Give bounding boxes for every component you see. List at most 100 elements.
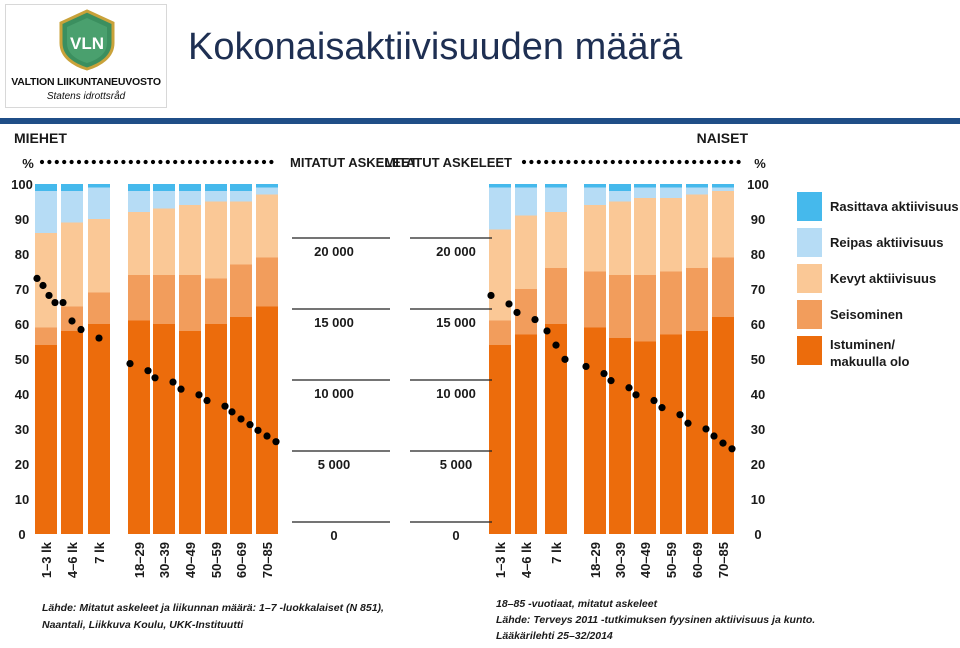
men-ytick-label: 20 xyxy=(15,457,29,472)
men-header-dot xyxy=(195,159,200,165)
women-percent-label: % xyxy=(754,156,766,171)
women-ytick-label: 60 xyxy=(751,317,765,332)
men-bar-segment xyxy=(256,184,278,188)
men-header-dot xyxy=(158,159,163,165)
men-bar-segment xyxy=(35,191,57,233)
men-bar-segment xyxy=(205,278,227,324)
women-header-dot xyxy=(610,159,615,165)
women-header-dot xyxy=(655,159,660,165)
header-band xyxy=(0,118,960,124)
women-bar-segment xyxy=(515,187,537,216)
men-bar-segment xyxy=(205,191,227,202)
men-bar-segment xyxy=(88,219,110,293)
women-header-dot xyxy=(544,159,549,165)
men-steps-dot xyxy=(263,432,271,440)
men-bar-segment xyxy=(35,233,57,328)
men-bar-segment xyxy=(230,317,252,534)
women-category-label: 40–49 xyxy=(638,542,653,578)
legend-label: Reipas aktiivisuus xyxy=(830,235,943,250)
women-header-dot xyxy=(684,159,689,165)
women-steps-tick-label: 5 000 xyxy=(440,457,473,472)
women-steps-dot xyxy=(505,300,513,308)
women-ytick-label: 40 xyxy=(751,387,765,402)
men-header-dot xyxy=(187,159,193,165)
women-bar-segment xyxy=(634,184,656,188)
women-bar-segment xyxy=(634,187,656,198)
men-bar-segment xyxy=(35,184,57,191)
men-steps-dot xyxy=(177,385,185,393)
men-bar-segment xyxy=(88,292,110,324)
legend-swatch xyxy=(797,300,822,329)
logo-mark: VLN xyxy=(70,34,104,53)
men-category-label: 60–69 xyxy=(234,542,249,578)
men-bar-segment xyxy=(153,191,175,209)
women-ytick-label: 80 xyxy=(751,247,765,262)
legend-swatch xyxy=(797,336,822,365)
men-ytick-label: 50 xyxy=(15,352,29,367)
men-ytick-label: 100 xyxy=(11,177,33,192)
women-bar-segment xyxy=(686,331,708,534)
men-percent-label: % xyxy=(22,156,34,171)
women-steps-tick-label: 0 xyxy=(452,528,459,543)
men-bar-segment xyxy=(230,201,252,265)
women-ytick-label: 70 xyxy=(751,282,765,297)
women-steps-tick-label: 10 000 xyxy=(436,386,476,401)
women-bar-segment xyxy=(609,275,631,338)
women-bar-segment xyxy=(584,187,606,205)
men-steps-tick-label: 15 000 xyxy=(314,315,354,330)
women-header-dot xyxy=(529,159,534,165)
women-category-label: 18–29 xyxy=(588,542,603,578)
women-ytick-label: 90 xyxy=(751,212,765,227)
women-header-dot xyxy=(632,159,638,165)
men-bar-segment xyxy=(128,320,150,534)
women-ytick-label: 50 xyxy=(751,352,765,367)
women-bar-segment xyxy=(545,324,567,534)
men-header-dot xyxy=(165,159,170,165)
women-category-label: 30–39 xyxy=(613,542,628,578)
shield-icon: VLN xyxy=(59,9,115,71)
men-steps-dot xyxy=(272,438,280,446)
men-header-dot xyxy=(232,159,237,165)
women-ytick-label: 0 xyxy=(754,527,761,542)
men-header-dot xyxy=(91,159,96,165)
women-header-dot xyxy=(699,159,704,165)
men-bar-segment xyxy=(88,184,110,188)
men-bar-segment xyxy=(128,212,150,275)
men-category-label: 1–3 lk xyxy=(39,541,54,578)
men-header-dot xyxy=(76,159,82,165)
women-steps-dot xyxy=(600,369,608,378)
women-bar-segment xyxy=(712,184,734,188)
women-bar-segment xyxy=(660,187,682,198)
women-bar-segment xyxy=(634,275,656,342)
men-header-dot xyxy=(84,159,89,165)
women-steps-dot xyxy=(702,425,710,433)
women-bar-segment xyxy=(712,257,734,317)
men-category-label: 70–85 xyxy=(260,542,275,578)
men-header-dot xyxy=(217,159,222,165)
men-bar-segment xyxy=(61,191,83,223)
women-steps-dot xyxy=(658,404,666,412)
women-bar-segment xyxy=(545,187,567,212)
men-bar-segment xyxy=(35,345,57,534)
men-ytick-label: 40 xyxy=(15,387,29,402)
women-header-dot xyxy=(573,159,578,165)
men-header-dot xyxy=(54,159,59,165)
women-steps-dot xyxy=(543,327,551,335)
women-header-dot xyxy=(729,159,734,165)
legend-label: makuulla olo xyxy=(830,354,910,369)
men-steps-dot xyxy=(246,421,254,429)
men-bar-segment xyxy=(179,191,201,205)
women-steps-dot xyxy=(676,411,684,419)
women-steps-tick-label: 20 000 xyxy=(436,244,476,259)
women-bar-segment xyxy=(584,327,606,534)
women-header-dot xyxy=(558,159,564,165)
legend-label: Rasittava aktiivisuus xyxy=(830,199,959,214)
women-header-dot xyxy=(736,159,741,165)
women-bar-segment xyxy=(712,191,734,258)
women-bar-segment xyxy=(609,201,631,275)
men-header-dot xyxy=(173,159,178,165)
men-bar-segment xyxy=(61,331,83,534)
source-right-line: Lähde: Terveys 2011 -tutkimuksen fyysine… xyxy=(496,614,815,626)
women-header-dot xyxy=(625,159,630,165)
women-bar-segment xyxy=(515,184,537,188)
